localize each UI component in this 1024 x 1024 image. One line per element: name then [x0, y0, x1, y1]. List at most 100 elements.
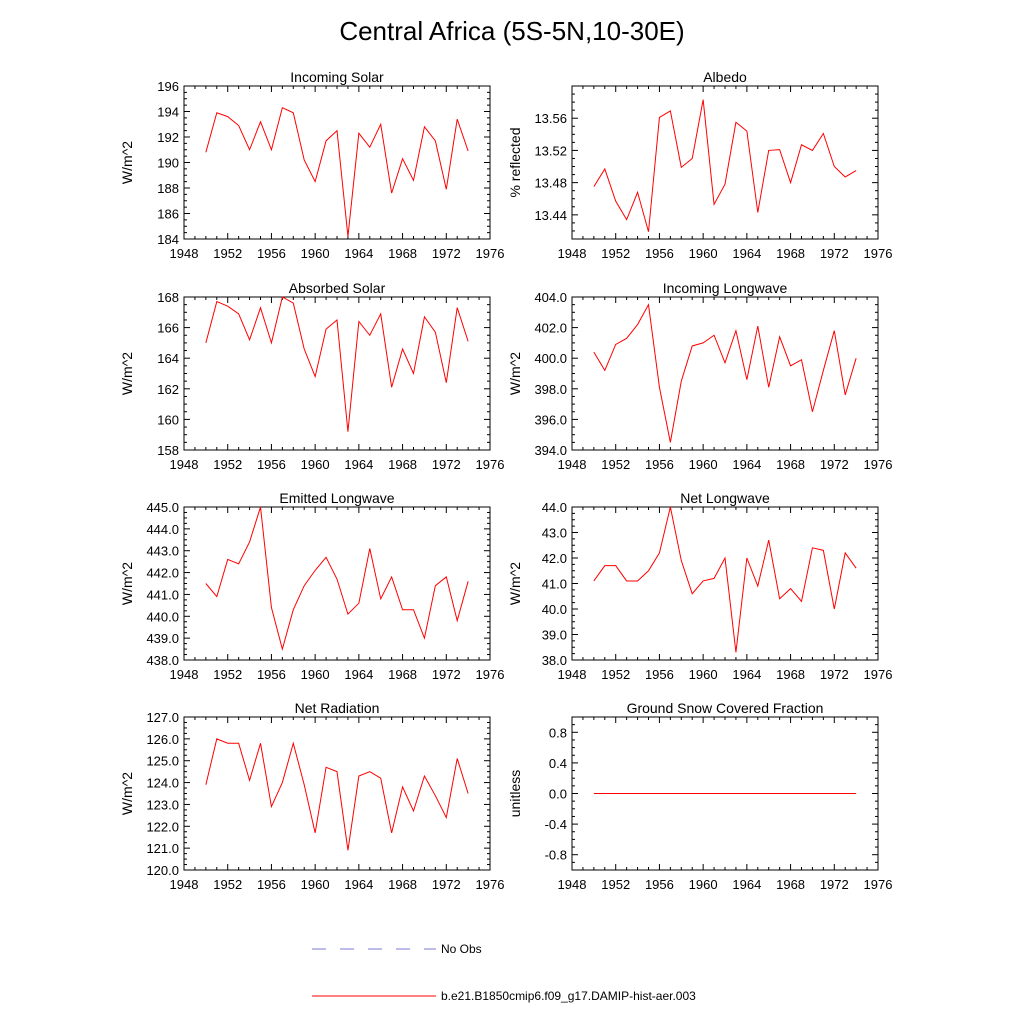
y-tick-label: 445.0: [146, 500, 179, 515]
y-axis-label: W/m^2: [119, 352, 135, 395]
y-tick-label: 439.0: [146, 631, 179, 646]
x-tick-label: 1960: [301, 246, 330, 261]
y-tick-label: 39.0: [542, 628, 567, 643]
y-axis-label: unitless: [507, 770, 523, 817]
x-tick-label: 1976: [476, 246, 505, 261]
x-tick-label: 1968: [776, 667, 805, 682]
x-tick-label: 1968: [776, 457, 805, 472]
legend: No Obs b.e21.B1850cmip6.f09_g17.DAMIP-hi…: [312, 942, 696, 1003]
y-tick-label: 196: [157, 79, 179, 94]
y-tick-label: 400.0: [534, 351, 567, 366]
y-axis-label: W/m^2: [507, 562, 523, 605]
y-tick-label: 0.8: [549, 725, 567, 740]
y-tick-label: -0.4: [545, 817, 567, 832]
x-tick-label: 1952: [601, 667, 630, 682]
y-axis-label: W/m^2: [119, 562, 135, 605]
x-tick-label: 1948: [170, 457, 199, 472]
series-line-model: [205, 506, 469, 651]
x-tick-label: 1948: [558, 667, 587, 682]
x-tick-label: 1964: [344, 877, 373, 892]
y-tick-label: 13.56: [534, 111, 567, 126]
x-tick-label: 1972: [820, 877, 849, 892]
series-line-model: [593, 99, 857, 232]
panel-net-radiation: Net Radiation W/m^2 1948 1952 1956 1960 1964 19…: [119, 700, 504, 892]
x-tick-label: 1952: [601, 457, 630, 472]
y-axis-label: % reflected: [507, 127, 523, 197]
y-tick-label: 41.0: [542, 577, 567, 592]
y-tick-label: 394.0: [534, 443, 567, 458]
x-tick-label: 1952: [213, 246, 242, 261]
y-tick-label: 42.0: [542, 551, 567, 566]
x-tick-label: 1968: [776, 877, 805, 892]
panel-title: Albedo: [703, 69, 747, 85]
legend-label-obs: No Obs: [441, 942, 482, 956]
x-tick-label: 1976: [476, 877, 505, 892]
y-tick-label: 402.0: [534, 321, 567, 336]
panel-title: Incoming Longwave: [663, 280, 788, 296]
x-tick-label: 1948: [558, 877, 587, 892]
panel-title: Ground Snow Covered Fraction: [627, 700, 824, 716]
panel-absorbed-solar: Absorbed Solar W/m^2 1948 1952 1956 1960 1964 1…: [119, 280, 504, 472]
y-tick-label: 398.0: [534, 382, 567, 397]
x-tick-label: 1976: [864, 667, 893, 682]
y-tick-label: 184: [157, 232, 179, 247]
y-axis-label: W/m^2: [507, 352, 523, 395]
y-tick-label: 123.0: [146, 797, 179, 812]
plot-frame: [183, 716, 491, 871]
x-tick-label: 1972: [820, 457, 849, 472]
plot-frame: [571, 296, 879, 451]
x-tick-label: 1956: [645, 246, 674, 261]
y-tick-label: 40.0: [542, 602, 567, 617]
x-tick-label: 1956: [257, 457, 286, 472]
panel-title: Absorbed Solar: [289, 280, 386, 296]
y-tick-label: 168: [157, 290, 179, 305]
x-tick-label: 1960: [689, 667, 718, 682]
y-tick-label: 158: [157, 443, 179, 458]
y-tick-label: 122.0: [146, 819, 179, 834]
x-tick-label: 1976: [476, 667, 505, 682]
x-tick-label: 1964: [344, 246, 373, 261]
legend-entry-model: b.e21.B1850cmip6.f09_g17.DAMIP-hist-aer.…: [312, 989, 696, 1003]
y-tick-label: 0.0: [549, 787, 567, 802]
x-tick-label: 1948: [170, 667, 199, 682]
y-tick-label: 444.0: [146, 522, 179, 537]
y-tick-label: 13.44: [534, 208, 567, 223]
panel-title: Net Radiation: [295, 700, 380, 716]
x-tick-label: 1964: [732, 457, 761, 472]
x-tick-label: 1960: [689, 877, 718, 892]
plot-frame: [183, 506, 491, 661]
panel-incoming-solar: Incoming Solar W/m^2 1948 1952 1956 1960 1964 1…: [119, 69, 504, 261]
y-tick-label: 194: [157, 105, 179, 120]
x-tick-label: 1948: [170, 246, 199, 261]
x-tick-label: 1956: [645, 877, 674, 892]
x-tick-label: 1968: [388, 667, 417, 682]
x-tick-label: 1952: [213, 457, 242, 472]
x-tick-label: 1972: [432, 246, 461, 261]
panel-title: Incoming Solar: [290, 69, 384, 85]
y-tick-label: 120.0: [146, 863, 179, 878]
y-tick-label: 162: [157, 382, 179, 397]
y-tick-label: 438.0: [146, 653, 179, 668]
x-tick-label: 1960: [301, 667, 330, 682]
x-tick-label: 1964: [344, 667, 373, 682]
y-tick-label: 192: [157, 130, 179, 145]
y-tick-label: -0.8: [545, 848, 567, 863]
y-tick-label: 404.0: [534, 290, 567, 305]
plot-frame: [571, 85, 879, 240]
x-tick-label: 1956: [257, 246, 286, 261]
figure-title: Central Africa (5S-5N,10-30E): [339, 16, 684, 46]
x-tick-label: 1972: [432, 877, 461, 892]
x-tick-label: 1968: [388, 457, 417, 472]
y-tick-label: 443.0: [146, 544, 179, 559]
x-tick-label: 1964: [732, 667, 761, 682]
y-tick-label: 127.0: [146, 710, 179, 725]
x-tick-label: 1952: [601, 877, 630, 892]
y-axis-label: W/m^2: [119, 772, 135, 815]
x-tick-label: 1948: [558, 246, 587, 261]
y-tick-label: 190: [157, 156, 179, 171]
y-tick-label: 442.0: [146, 566, 179, 581]
legend-label-model: b.e21.B1850cmip6.f09_g17.DAMIP-hist-aer.…: [441, 989, 696, 1003]
y-tick-label: 126.0: [146, 732, 179, 747]
x-tick-label: 1956: [645, 667, 674, 682]
